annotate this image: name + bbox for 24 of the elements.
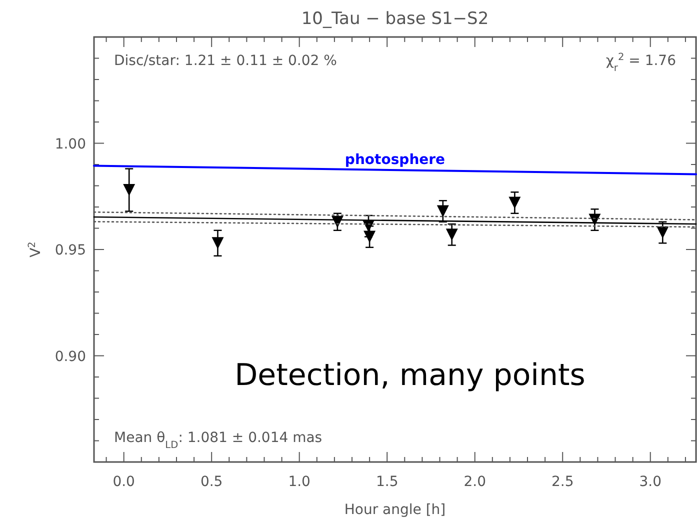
point: [446, 228, 458, 241]
annotation: Mean θ$_{LD}$: 1.081 ± 0.014 mas: [114, 430, 322, 450]
point: [212, 237, 224, 250]
x-tick-label: 1.0: [288, 474, 310, 490]
point: [436, 205, 449, 218]
x-tick-label: 2.0: [464, 474, 486, 490]
y-tick-label: 0.90: [54, 348, 86, 365]
chart-title: 10_Tau − base S1−S2: [301, 9, 489, 29]
y-tick-label: 0.95: [54, 242, 86, 258]
point: [508, 196, 521, 209]
x-tick-label: 0.0: [112, 474, 135, 490]
point: [123, 184, 136, 196]
y-tick-label: 1.00: [54, 136, 86, 152]
annotation: Disc/star: 1.21 ± 0.11 ± 0.02 %: [114, 53, 337, 69]
x-tick-label: 1.5: [376, 474, 398, 490]
x-tick-label: 2.5: [551, 474, 574, 490]
x-tick-label: 0.5: [200, 474, 223, 490]
point: [364, 230, 376, 243]
x-axis-title: Hour angle [h]: [344, 502, 446, 518]
x-tick-label: 3.0: [639, 474, 662, 490]
point: [656, 226, 669, 238]
annotation: χ$_{r}$$^{2}$ = 1.76: [606, 52, 676, 74]
series-label: photosphere: [344, 152, 446, 168]
annotation: Detection, many points: [234, 358, 586, 393]
